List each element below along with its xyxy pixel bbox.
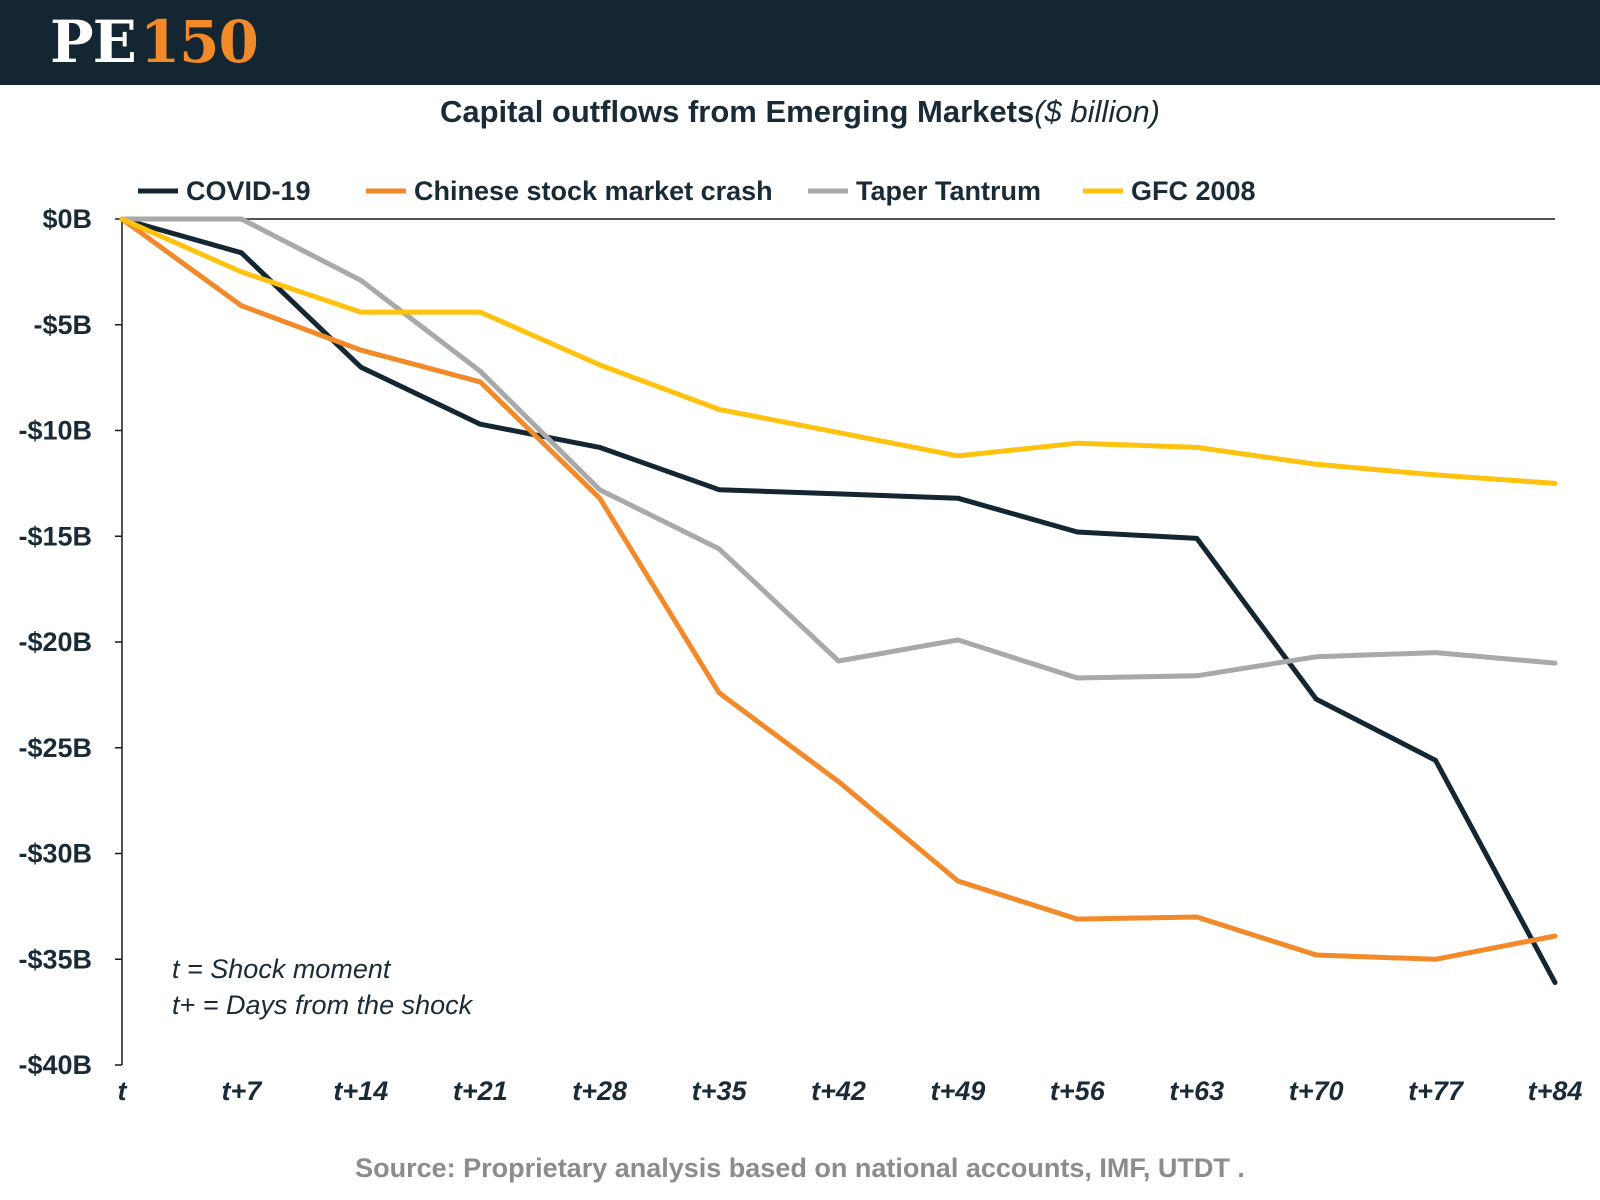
y-tick-label: -$25B xyxy=(18,733,92,763)
y-tick-label: -$10B xyxy=(18,416,92,446)
x-tick-label: t+35 xyxy=(692,1076,748,1106)
x-tick-label: t+21 xyxy=(453,1076,508,1106)
chart-title-unit: ($ billion) xyxy=(1034,94,1161,129)
series-line-taper-tantrum xyxy=(119,216,1558,681)
x-tick-label: t+14 xyxy=(333,1076,388,1106)
x-tick-label: t xyxy=(118,1076,128,1106)
legend-label: GFC 2008 xyxy=(1131,176,1256,206)
x-tick-label: t+84 xyxy=(1528,1076,1583,1106)
x-tick-label: t+63 xyxy=(1169,1076,1224,1106)
annotation-text: t+ = Days from the shock xyxy=(172,990,474,1020)
y-tick-label: $0B xyxy=(42,204,92,234)
y-tick-label: -$20B xyxy=(18,627,92,657)
legend-label: Taper Tantrum xyxy=(856,176,1041,206)
x-tick-label: t+7 xyxy=(222,1076,264,1106)
x-tick-label: t+49 xyxy=(931,1076,986,1106)
y-tick-label: -$35B xyxy=(18,944,92,974)
x-tick-label: t+77 xyxy=(1408,1076,1465,1106)
series-line-covid-19 xyxy=(119,216,1558,985)
x-tick-label: t+42 xyxy=(811,1076,866,1106)
chart-title: Capital outflows from Emerging Markets($… xyxy=(0,94,1600,130)
x-tick-label: t+28 xyxy=(572,1076,627,1106)
pe150-logo: PE150 xyxy=(50,8,259,76)
x-tick-label: t+56 xyxy=(1050,1076,1106,1106)
y-tick-label: -$40B xyxy=(18,1050,92,1080)
legend-label: COVID-19 xyxy=(186,176,311,206)
logo-text-pe: PE xyxy=(50,8,137,76)
series-line-gfc-2008 xyxy=(119,216,1558,486)
y-tick-label: -$30B xyxy=(18,839,92,869)
x-tick-label: t+70 xyxy=(1289,1076,1344,1106)
logo-text-150: 150 xyxy=(139,8,259,76)
legend-label: Chinese stock market crash xyxy=(414,176,773,206)
y-tick-label: -$5B xyxy=(33,310,92,340)
header-bar: PE150 xyxy=(0,0,1600,85)
y-tick-label: -$15B xyxy=(18,521,92,551)
source-note: Source: Proprietary analysis based on na… xyxy=(355,1153,1245,1183)
chart-title-main: Capital outflows from Emerging Markets xyxy=(439,94,1035,129)
annotation-text: t = Shock moment xyxy=(172,954,392,984)
series-line-chinese-stock-market-crash xyxy=(119,216,1558,962)
